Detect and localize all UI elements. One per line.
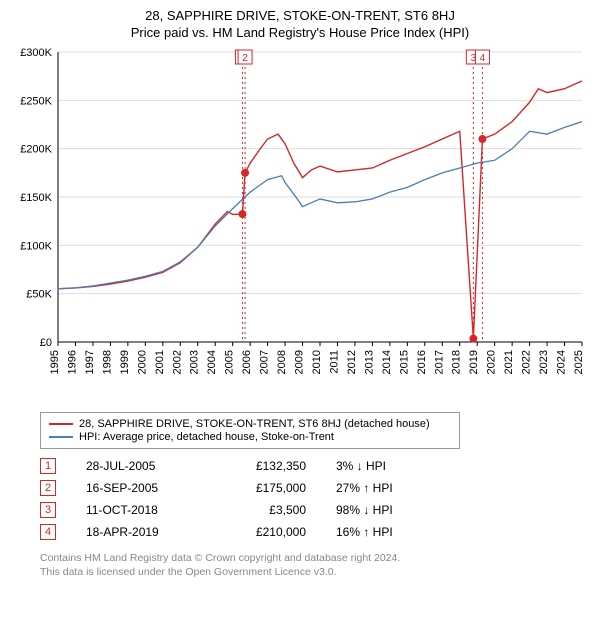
svg-text:£150K: £150K — [20, 192, 52, 204]
svg-text:£50K: £50K — [26, 289, 52, 301]
svg-text:2010: 2010 — [311, 350, 323, 374]
footer-line: Contains HM Land Registry data © Crown c… — [40, 551, 590, 565]
svg-text:2012: 2012 — [346, 350, 358, 374]
svg-text:2023: 2023 — [538, 350, 550, 374]
page-title: 28, SAPPHIRE DRIVE, STOKE-ON-TRENT, ST6 … — [10, 8, 590, 23]
svg-text:£100K: £100K — [20, 240, 52, 252]
svg-text:2006: 2006 — [241, 350, 253, 374]
svg-text:2003: 2003 — [189, 350, 201, 374]
legend-item-property: 28, SAPPHIRE DRIVE, STOKE-ON-TRENT, ST6 … — [49, 418, 451, 430]
page-subtitle: Price paid vs. HM Land Registry's House … — [10, 25, 590, 40]
svg-text:2002: 2002 — [171, 350, 183, 374]
transactions-table: 1 28-JUL-2005 £132,350 3% ↓ HPI 2 16-SEP… — [40, 455, 590, 543]
tx-number-box: 3 — [40, 502, 56, 518]
svg-text:1999: 1999 — [119, 350, 131, 374]
footer-line: This data is licensed under the Open Gov… — [40, 565, 590, 579]
legend: 28, SAPPHIRE DRIVE, STOKE-ON-TRENT, ST6 … — [40, 412, 460, 449]
tx-number-box: 4 — [40, 524, 56, 540]
tx-date: 11-OCT-2018 — [86, 503, 196, 517]
legend-label: HPI: Average price, detached house, Stok… — [79, 431, 334, 443]
svg-text:£250K: £250K — [20, 95, 52, 107]
svg-text:2025: 2025 — [573, 350, 585, 374]
svg-text:2011: 2011 — [328, 350, 340, 374]
svg-text:2009: 2009 — [294, 350, 306, 374]
footer: Contains HM Land Registry data © Crown c… — [40, 551, 590, 579]
svg-text:2022: 2022 — [521, 350, 533, 374]
table-row: 1 28-JUL-2005 £132,350 3% ↓ HPI — [40, 455, 590, 477]
price-chart: £0 £50K £100K £150K £200K £250K £300K 1995 1996 1… — [10, 44, 590, 404]
tx-diff: 27% ↑ HPI — [336, 481, 436, 495]
svg-text:2004: 2004 — [206, 350, 218, 374]
table-row: 2 16-SEP-2005 £175,000 27% ↑ HPI — [40, 477, 590, 499]
tx-date: 16-SEP-2005 — [86, 481, 196, 495]
svg-text:2016: 2016 — [416, 350, 428, 374]
table-row: 4 18-APR-2019 £210,000 16% ↑ HPI — [40, 521, 590, 543]
svg-text:2001: 2001 — [154, 350, 166, 374]
svg-text:2007: 2007 — [259, 350, 271, 374]
svg-text:2: 2 — [242, 53, 248, 64]
svg-text:1997: 1997 — [84, 350, 96, 374]
tx-price: £3,500 — [226, 503, 306, 517]
svg-text:1995: 1995 — [49, 350, 61, 374]
svg-text:2008: 2008 — [276, 350, 288, 374]
svg-text:2014: 2014 — [381, 350, 393, 374]
svg-text:£200K: £200K — [20, 144, 52, 156]
svg-text:1998: 1998 — [101, 350, 113, 374]
svg-text:£300K: £300K — [20, 47, 52, 59]
svg-text:2024: 2024 — [556, 350, 568, 374]
svg-text:2019: 2019 — [468, 350, 480, 374]
svg-text:2000: 2000 — [136, 350, 148, 374]
legend-swatch-red — [49, 423, 73, 425]
legend-swatch-blue — [49, 436, 73, 438]
tx-price: £132,350 — [226, 459, 306, 473]
svg-text:2017: 2017 — [433, 350, 445, 374]
svg-text:2013: 2013 — [363, 350, 375, 374]
svg-text:4: 4 — [480, 53, 486, 64]
svg-text:2015: 2015 — [398, 350, 410, 374]
legend-label: 28, SAPPHIRE DRIVE, STOKE-ON-TRENT, ST6 … — [79, 418, 430, 430]
tx-date: 18-APR-2019 — [86, 525, 196, 539]
svg-text:2020: 2020 — [486, 350, 498, 374]
tx-diff: 16% ↑ HPI — [336, 525, 436, 539]
svg-text:2021: 2021 — [503, 350, 515, 374]
svg-text:2005: 2005 — [224, 350, 236, 374]
tx-number-box: 1 — [40, 458, 56, 474]
tx-number-box: 2 — [40, 480, 56, 496]
svg-text:1996: 1996 — [66, 350, 78, 374]
svg-text:£0: £0 — [40, 337, 52, 349]
svg-text:2018: 2018 — [451, 350, 463, 374]
table-row: 3 11-OCT-2018 £3,500 98% ↓ HPI — [40, 499, 590, 521]
tx-price: £210,000 — [226, 525, 306, 539]
legend-item-hpi: HPI: Average price, detached house, Stok… — [49, 431, 451, 443]
tx-diff: 3% ↓ HPI — [336, 459, 436, 473]
tx-date: 28-JUL-2005 — [86, 459, 196, 473]
tx-diff: 98% ↓ HPI — [336, 503, 436, 517]
chart-svg: £0 £50K £100K £150K £200K £250K £300K 1995 1996 1… — [10, 44, 590, 404]
tx-price: £175,000 — [226, 481, 306, 495]
